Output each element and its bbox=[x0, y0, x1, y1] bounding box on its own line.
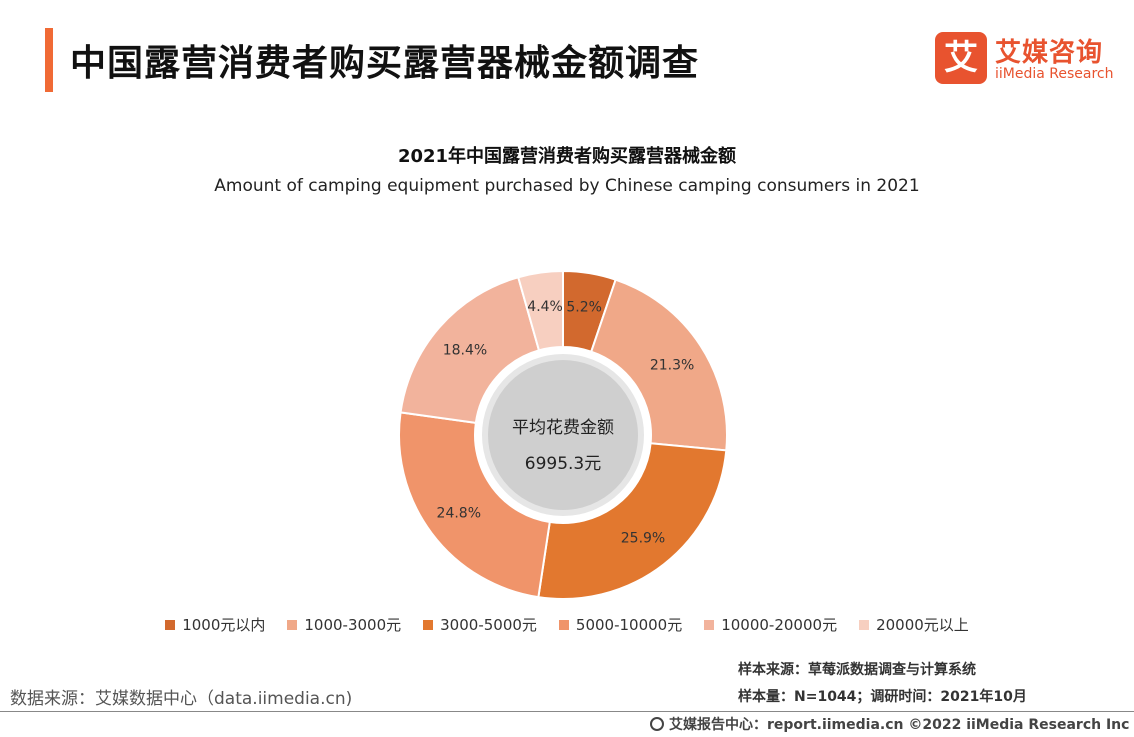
legend-label: 1000-3000元 bbox=[304, 616, 402, 634]
report-center-text[interactable]: 艾媒报告中心：report.iimedia.cn ©2022 iiMedia R… bbox=[669, 717, 1130, 733]
chart-title: 2021年中国露营消费者购买露营器械金额 bbox=[397, 146, 737, 167]
legend-swatch bbox=[859, 619, 870, 630]
title-accent-bar bbox=[45, 28, 53, 92]
logo-cn-text: 艾媒咨询 bbox=[995, 38, 1104, 68]
center-label: 平均花费金额 bbox=[512, 418, 614, 438]
legend-item: 10000-20000元 bbox=[704, 614, 837, 635]
page-title: 中国露营消费者购买露营器械金额调查 bbox=[70, 43, 700, 84]
legend-item: 5000-10000元 bbox=[558, 614, 683, 635]
center-value: 6995.3元 bbox=[525, 454, 601, 474]
legend-item: 1000元以内 bbox=[165, 614, 265, 635]
legend-swatch bbox=[704, 619, 715, 630]
slice-value-label: 24.8% bbox=[437, 506, 481, 522]
donut-slice bbox=[537, 442, 728, 600]
legend-swatch bbox=[165, 619, 176, 630]
legend-label: 3000-5000元 bbox=[440, 616, 537, 634]
iimedia-logo[interactable]: 艾 艾媒咨询 iiMedia Research bbox=[935, 32, 1115, 87]
footer-divider bbox=[0, 711, 1134, 712]
donut-slice bbox=[398, 411, 551, 599]
slice-value-label: 5.2% bbox=[566, 300, 602, 316]
legend-label: 5000-10000元 bbox=[575, 616, 683, 634]
legend-label: 10000-20000元 bbox=[721, 616, 838, 634]
logo-en-text: iiMedia Research bbox=[995, 66, 1114, 82]
slice-value-label: 25.9% bbox=[621, 530, 665, 546]
data-source: 数据来源：艾媒数据中心（data.iimedia.cn) bbox=[10, 689, 353, 709]
sample-source: 样本来源：草莓派数据调查与计算系统 bbox=[738, 662, 976, 678]
globe-icon bbox=[650, 717, 664, 731]
sample-size: 样本量：N=1044；调研时间：2021年10月 bbox=[738, 689, 1027, 705]
legend-swatch bbox=[423, 619, 434, 630]
legend-swatch bbox=[287, 619, 298, 630]
legend-swatch bbox=[558, 619, 569, 630]
legend-item: 1000-3000元 bbox=[287, 614, 401, 635]
slice-value-label: 4.4% bbox=[527, 299, 563, 315]
legend-item: 20000元以上 bbox=[859, 614, 969, 635]
chart-subtitle: Amount of camping equipment purchased by… bbox=[214, 176, 920, 196]
donut-slice bbox=[517, 269, 564, 352]
center-disk bbox=[482, 354, 644, 516]
report-footer: 艾媒报告中心：report.iimedia.cn ©2022 iiMedia R… bbox=[650, 714, 1129, 734]
legend-label: 20000元以上 bbox=[876, 616, 969, 634]
legend-item: 3000-5000元 bbox=[423, 614, 537, 635]
slice-value-label: 21.3% bbox=[650, 357, 694, 373]
chart-legend: 1000元以内 1000-3000元 3000-5000元 5000-10000元 10… bbox=[0, 614, 1134, 635]
donut-slice bbox=[589, 278, 728, 452]
legend-label: 1000元以内 bbox=[182, 616, 266, 634]
slice-value-label: 18.4% bbox=[443, 343, 487, 359]
logo-badge-icon: 艾 bbox=[935, 32, 987, 84]
